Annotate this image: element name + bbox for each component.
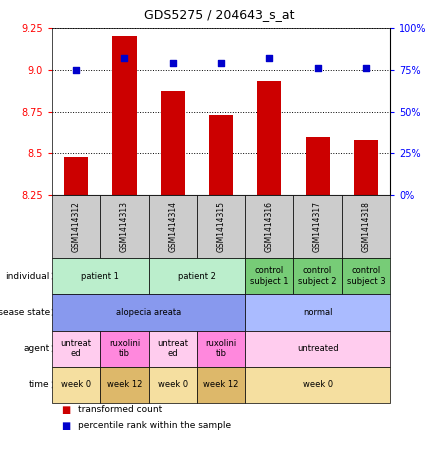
Text: week 0: week 0 xyxy=(158,381,188,390)
Text: GDS5275 / 204643_s_at: GDS5275 / 204643_s_at xyxy=(144,8,294,21)
Text: untreat
ed: untreat ed xyxy=(60,339,92,358)
Text: patient 2: patient 2 xyxy=(178,272,216,280)
Point xyxy=(314,64,321,72)
Text: GSM1414314: GSM1414314 xyxy=(168,201,177,252)
Text: control
subject 1: control subject 1 xyxy=(250,266,289,286)
Point xyxy=(362,64,369,72)
Text: week 0: week 0 xyxy=(303,381,332,390)
Bar xyxy=(64,157,88,195)
Bar xyxy=(209,115,233,195)
Text: transformed count: transformed count xyxy=(78,405,162,414)
Text: control
subject 2: control subject 2 xyxy=(298,266,337,286)
Point xyxy=(73,66,80,73)
Point xyxy=(266,54,273,62)
Text: disease state: disease state xyxy=(0,308,50,317)
Text: GSM1414315: GSM1414315 xyxy=(216,201,226,252)
Bar xyxy=(113,36,137,195)
Point xyxy=(121,54,128,62)
Text: GSM1414317: GSM1414317 xyxy=(313,201,322,252)
Text: control
subject 3: control subject 3 xyxy=(346,266,385,286)
Point xyxy=(218,59,225,67)
Text: untreat
ed: untreat ed xyxy=(157,339,188,358)
Text: week 12: week 12 xyxy=(203,381,239,390)
Point xyxy=(169,59,176,67)
Text: alopecia areata: alopecia areata xyxy=(116,308,181,317)
Bar xyxy=(257,82,281,195)
Text: week 12: week 12 xyxy=(107,381,142,390)
Text: ■: ■ xyxy=(61,405,70,415)
Text: GSM1414316: GSM1414316 xyxy=(265,201,274,252)
Text: GSM1414312: GSM1414312 xyxy=(72,201,81,252)
Text: ■: ■ xyxy=(61,421,70,431)
Text: individual: individual xyxy=(5,272,50,280)
Bar xyxy=(161,92,185,195)
Text: week 0: week 0 xyxy=(61,381,91,390)
Text: time: time xyxy=(29,381,50,390)
Text: percentile rank within the sample: percentile rank within the sample xyxy=(78,421,231,430)
Text: ruxolini
tib: ruxolini tib xyxy=(205,339,237,358)
Text: untreated: untreated xyxy=(297,344,339,353)
Bar xyxy=(354,140,378,195)
Text: agent: agent xyxy=(24,344,50,353)
Text: patient 1: patient 1 xyxy=(81,272,119,280)
Text: GSM1414313: GSM1414313 xyxy=(120,201,129,252)
Bar xyxy=(305,136,330,195)
Text: GSM1414318: GSM1414318 xyxy=(361,201,371,252)
Text: normal: normal xyxy=(303,308,332,317)
Text: ruxolini
tib: ruxolini tib xyxy=(109,339,140,358)
